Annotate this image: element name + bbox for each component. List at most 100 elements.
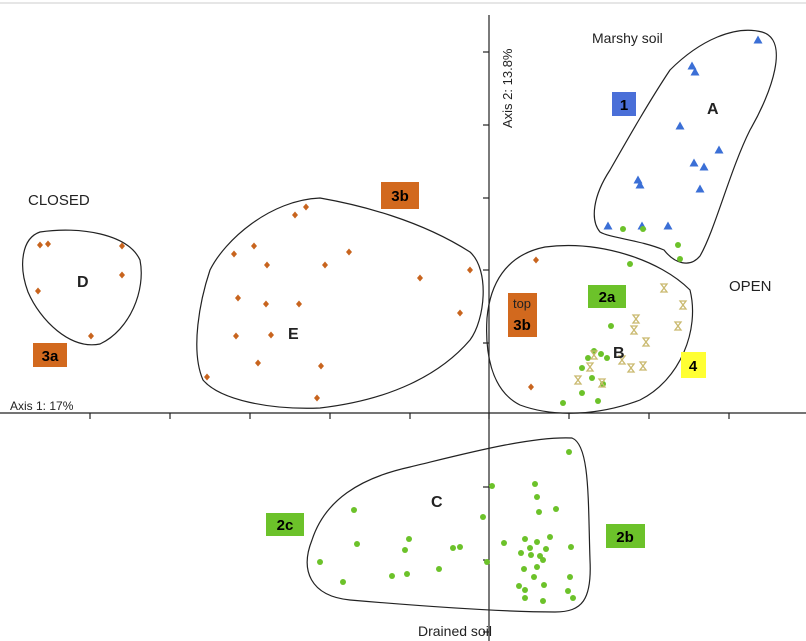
hull-E <box>196 197 484 409</box>
point-group-2 <box>570 595 576 601</box>
point-group-2 <box>516 583 522 589</box>
point-group-2 <box>579 390 585 396</box>
box-2a: 2a <box>588 285 626 308</box>
point-group-2 <box>675 242 681 248</box>
point-group-3 <box>346 248 352 256</box>
group-hulls <box>22 29 777 613</box>
point-group-4 <box>589 350 599 360</box>
point-group-4 <box>659 283 669 293</box>
point-group-3 <box>322 261 328 269</box>
point-group-4 <box>678 300 688 310</box>
group-label-C: C <box>431 494 443 511</box>
annotation-marshy-soil: Marshy soil <box>592 30 663 46</box>
box-top-3b-pre: top <box>513 296 531 311</box>
point-group-1 <box>603 221 613 230</box>
point-group-3 <box>251 242 257 250</box>
point-group-1 <box>689 158 699 167</box>
point-group-2 <box>527 545 533 551</box>
point-group-3 <box>528 383 534 391</box>
point-group-2 <box>450 545 456 551</box>
hull-D <box>22 229 142 346</box>
point-group-3 <box>296 300 302 308</box>
hull-B <box>486 245 694 414</box>
point-group-3 <box>231 250 237 258</box>
point-group-3 <box>119 242 125 250</box>
point-group-2 <box>534 539 540 545</box>
point-group-2 <box>604 355 610 361</box>
point-group-4 <box>641 337 651 347</box>
group-label-A: A <box>707 101 719 118</box>
point-group-4 <box>617 355 627 365</box>
point-group-2 <box>389 573 395 579</box>
point-group-1 <box>714 145 724 154</box>
point-group-2 <box>547 534 553 540</box>
point-group-3 <box>35 287 41 295</box>
point-group-1 <box>690 67 700 76</box>
point-group-3 <box>303 203 309 211</box>
point-group-2 <box>553 506 559 512</box>
box-2b: 2b <box>606 524 645 548</box>
group-label-D: D <box>77 274 89 291</box>
point-group-2 <box>568 544 574 550</box>
point-group-2 <box>595 398 601 404</box>
point-group-4 <box>585 362 595 372</box>
point-group-2 <box>457 544 463 550</box>
axes <box>0 15 806 641</box>
point-group-2 <box>402 547 408 553</box>
box-3a-text: 3a <box>42 348 59 365</box>
point-group-1 <box>633 175 643 184</box>
box-2c: 2c <box>266 513 304 536</box>
point-group-3 <box>457 309 463 317</box>
point-group-1 <box>635 180 645 189</box>
point-group-1 <box>663 221 673 230</box>
point-group-3 <box>292 211 298 219</box>
point-group-3 <box>417 274 423 282</box>
y-axis-title: Axis 2: 13.8% <box>500 48 515 128</box>
point-group-2 <box>540 598 546 604</box>
point-group-2 <box>620 226 626 232</box>
point-group-3 <box>233 332 239 340</box>
point-group-2 <box>567 574 573 580</box>
point-group-3 <box>263 300 269 308</box>
point-group-3 <box>88 332 94 340</box>
box-4: 4 <box>681 352 706 378</box>
point-group-3 <box>268 331 274 339</box>
point-group-2 <box>598 351 604 357</box>
point-group-2 <box>540 557 546 563</box>
point-group-2 <box>585 355 591 361</box>
point-group-2 <box>677 256 683 262</box>
point-group-2 <box>340 579 346 585</box>
point-group-3 <box>204 373 210 381</box>
point-group-2 <box>608 323 614 329</box>
point-group-2 <box>543 546 549 552</box>
point-group-2 <box>436 566 442 572</box>
point-group-2 <box>404 571 410 577</box>
box-2c-text: 2c <box>277 517 294 534</box>
annotation-closed: CLOSED <box>28 192 90 209</box>
point-group-3 <box>467 266 473 274</box>
point-group-3 <box>45 240 51 248</box>
point-group-4 <box>597 378 607 388</box>
point-group-2 <box>566 449 572 455</box>
box-4-text: 4 <box>689 358 698 375</box>
point-group-2 <box>534 564 540 570</box>
annotation-open: OPEN <box>729 278 772 295</box>
point-group-4 <box>638 361 648 371</box>
point-group-3 <box>318 362 324 370</box>
point-group-2 <box>489 483 495 489</box>
point-group-4 <box>673 321 683 331</box>
point-group-3 <box>264 261 270 269</box>
group-label-B: B <box>613 345 625 362</box>
point-group-3 <box>235 294 241 302</box>
point-group-2 <box>351 507 357 513</box>
point-group-2 <box>627 261 633 267</box>
point-group-3 <box>119 271 125 279</box>
point-group-2 <box>317 559 323 565</box>
point-group-1 <box>695 184 705 193</box>
point-group-2 <box>522 536 528 542</box>
x-axis-title: Axis 1: 17% <box>10 399 74 413</box>
point-group-1 <box>687 61 697 70</box>
point-group-4 <box>631 314 641 324</box>
point-group-1 <box>675 121 685 130</box>
box-top-3b: top 3b <box>508 293 537 337</box>
